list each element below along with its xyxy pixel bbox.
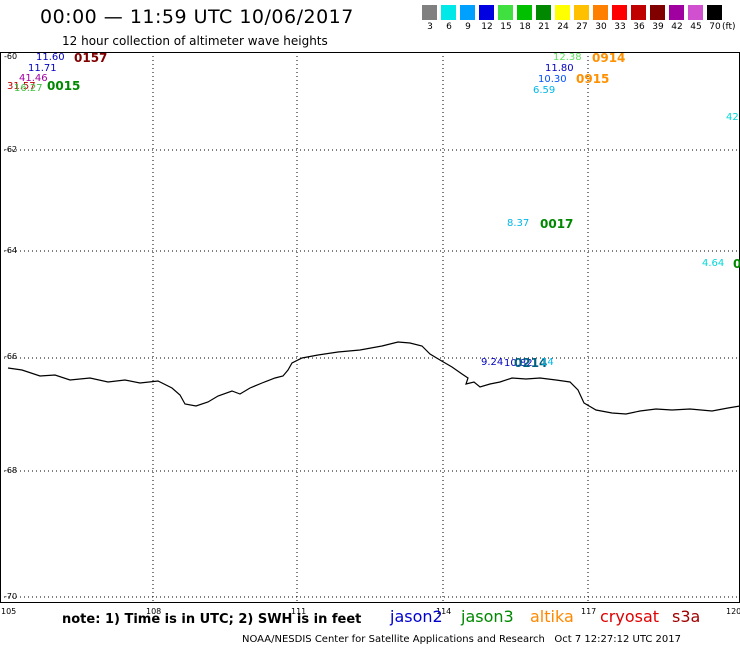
legend-label: 30 [595,22,607,32]
lat-label: -66 [4,352,18,361]
legend-swatch [631,5,646,20]
time-label: 0015 [47,79,81,93]
legend-label: 33 [614,22,626,32]
swh-label: 4.64 [702,258,725,269]
legend-label: 18 [519,22,531,32]
swh-label: 11.80 [545,63,574,74]
map-frame [0,52,740,603]
satellite-jason3: jason3 [461,607,514,626]
lat-label: -62 [4,145,18,154]
legend-swatch [593,5,608,20]
legend-swatch [574,5,589,20]
lat-label: -70 [4,592,18,601]
lon-label: 117 [581,607,597,616]
swh-label: 6.59 [533,85,556,96]
legend-label: 39 [652,22,664,32]
legend-swatch [479,5,494,20]
time-label: 0915 [576,72,610,86]
lat-label: -60 [4,52,18,61]
legend-swatch [688,5,703,20]
legend-swatch [460,5,475,20]
swh-label: 16.27 [14,83,43,94]
lat-label: -64 [4,246,18,255]
swh-label: 11.60 [36,52,65,63]
swh-label: 31.57 [7,81,36,92]
swh-label: 9.24 [481,357,504,368]
legend-swatch [707,5,722,20]
swh-label: 14 [541,357,554,368]
coastline [7,341,740,415]
grid-lines [0,52,740,602]
credit-text: NOAA/NESDIS Center for Satellite Applica… [242,634,545,645]
credit-line: NOAA/NESDIS Center for Satellite Applica… [242,634,681,645]
satellite-jason2: jason2 [390,607,443,626]
legend-label: 27 [576,22,588,32]
time-label: 0157 [74,51,108,65]
legend-label: 15 [500,22,512,32]
legend-label: 3 [427,22,433,32]
legend-swatch [669,5,684,20]
legend-swatch [498,5,513,20]
legend-label: 6 [446,22,452,32]
time-label: 0914 [592,51,626,65]
legend-label: 9 [465,22,471,32]
lon-label: 114 [436,607,452,616]
legend-swatch [555,5,570,20]
legend-swatch [441,5,456,20]
legend-swatch [422,5,437,20]
legend-swatch [517,5,532,20]
legend-unit: (ft) [722,22,736,32]
legend-label: 12 [481,22,493,32]
legend-label: 45 [690,22,702,32]
map-title: 00:00 — 11:59 UTC 10/06/2017 [40,6,354,28]
lon-label: 120 [726,607,740,616]
swh-label: 12.38 [553,52,582,63]
lat-label: -68 [4,466,18,475]
legend-label: 70 [709,22,721,32]
legend-label: 42 [671,22,683,32]
swh-label: 10.82 [504,358,533,369]
legend-label: 24 [557,22,569,32]
lon-label: 108 [146,607,162,616]
swh-label: 42 [726,112,739,123]
timestamp: Oct 7 12:27:12 UTC 2017 [554,634,681,645]
time-label: 0017 [540,217,574,231]
satellite-altika: altika [530,607,574,626]
lon-label: 111 [291,607,307,616]
legend-swatch [650,5,665,20]
footnote: note: 1) Time is in UTC; 2) SWH is in fe… [62,612,362,627]
lon-label: 105 [1,607,17,616]
legend-label: 36 [633,22,645,32]
map-subtitle: 12 hour collection of altimeter wave hei… [62,34,328,48]
legend-swatch [612,5,627,20]
satellite-cryosat: cryosat [600,607,660,626]
swh-label: 41.46 [19,73,48,84]
swh-label: 11.71 [28,63,57,74]
time-label: 0 [733,257,740,271]
time-label: 0214 [514,356,548,370]
legend-swatch [536,5,551,20]
swh-label: 10.30 [538,74,567,85]
swh-label: 8.37 [507,218,530,229]
satellite-s3a: s3a [672,607,701,626]
legend-label: 21 [538,22,550,32]
